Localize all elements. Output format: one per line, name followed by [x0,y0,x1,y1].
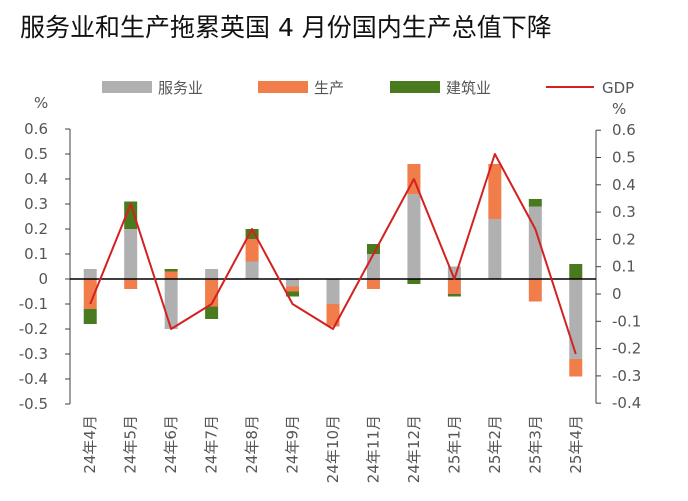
x-tick-label: 24年6月 [162,415,180,474]
bar-segment [245,239,259,262]
x-tick-label: 24年10月 [324,415,342,483]
y-tick-label-left: 0.1 [24,245,48,263]
bar-segment [326,304,340,327]
y-tick-label-right: 0.6 [612,121,636,139]
bar-segment [205,306,219,319]
bar-segment [407,194,421,279]
x-tick-label: 25年3月 [526,415,544,474]
x-tick-label: 25年4月 [567,415,585,474]
bar-segment [447,279,461,294]
x-tick-label: 24年7月 [203,415,221,474]
bar-segment [83,269,97,279]
y-tick-label-left: 0.3 [24,195,48,213]
legend-label: 建筑业 [446,79,491,97]
bar-segment [366,279,380,289]
y-tick-label-right: 0 [612,285,622,303]
bar-segment [286,286,300,292]
bar-segment [488,164,502,219]
bar-segment [286,291,300,297]
y-unit-right: % [612,100,626,118]
bar-segment [447,294,461,297]
x-ticks: 24年4月 24年5月 24年6月 24年7月 24年8月 24年9月 24年10月 24年1… [81,415,585,483]
legend-label: GDP [602,79,634,97]
x-tick-label: 25年2月 [486,415,504,474]
x-tick-label: 24年4月 [81,415,99,474]
y-tick-label-right: -0.2 [612,340,641,358]
legend-label: 生产 [314,79,344,97]
bar-segment [286,279,300,287]
bar-segment [569,279,583,359]
gdp-series-line [89,153,577,355]
y-tick-label-right: -0.1 [612,312,641,330]
legend-label: 服务业 [158,79,203,97]
bar-segment [245,261,259,279]
x-tick-label: 24年12月 [405,415,423,483]
y-tick-label-right: 0.2 [612,230,636,248]
bar-segment [164,269,178,272]
gdp-line [89,153,577,355]
y-tick-label-left: -0.4 [19,370,48,388]
bar-segment [83,279,97,309]
y-tick-label-right: 0.3 [612,203,636,221]
y-tick-label-left: 0 [38,270,48,288]
bar-segment [124,279,138,289]
y-tick-label-right: 0.1 [612,258,636,276]
bar-segment [569,359,583,377]
bar-segment [407,279,421,284]
x-tick-label: 24年5月 [122,415,140,474]
y-unit-left: % [34,94,48,112]
bar-segment [528,199,542,207]
y-tick-label-left: 0.2 [24,220,48,238]
bar-segment [245,229,259,239]
y-tick-label-right: -0.4 [612,394,641,412]
bar-segment [326,279,340,304]
x-tick-label: 24年11月 [364,415,382,483]
y-tick-label-left: -0.5 [19,395,48,413]
y-tick-label-left: -0.3 [19,345,48,363]
bar-segment [205,269,219,279]
legend: 服务业 生产 建筑业 GDP [102,79,634,97]
y-tick-label-left: 0.4 [24,170,48,188]
x-tick-label: 24年9月 [284,415,302,474]
bar-segment [83,309,97,324]
chart-title: 服务业和生产拖累英国 4 月份国内生产总值下降 [20,13,552,42]
y-tick-label-left: 0.5 [24,145,48,163]
y-tick-label-left: 0.6 [24,120,48,138]
y-tick-label-left: -0.1 [19,295,48,313]
y-tick-label-right: -0.3 [612,367,641,385]
legend-swatch [258,81,308,93]
bar-segment [488,219,502,279]
y-tick-label-right: 0.5 [612,149,636,167]
bars [83,164,583,377]
bar-segment [164,271,178,279]
bar-segment [366,244,380,254]
y-tick-label-left: -0.2 [19,320,48,338]
axes: 0.6 0.5 0.4 0.3 0.2 0.1 0 -0.1 -0.2 -0.3 -0.4 -0.5 0… [19,120,642,413]
bar-segment [366,254,380,279]
y-tick-label-right: 0.4 [612,176,636,194]
bar-segment [528,279,542,302]
bar-segment [124,229,138,279]
x-tick-label: 24年8月 [243,415,261,474]
bar-segment [569,264,583,279]
x-tick-label: 25年1月 [445,415,463,474]
bar-segment [164,279,178,329]
legend-swatch [390,81,440,93]
legend-swatch [102,81,152,93]
bar-segment [124,201,138,229]
